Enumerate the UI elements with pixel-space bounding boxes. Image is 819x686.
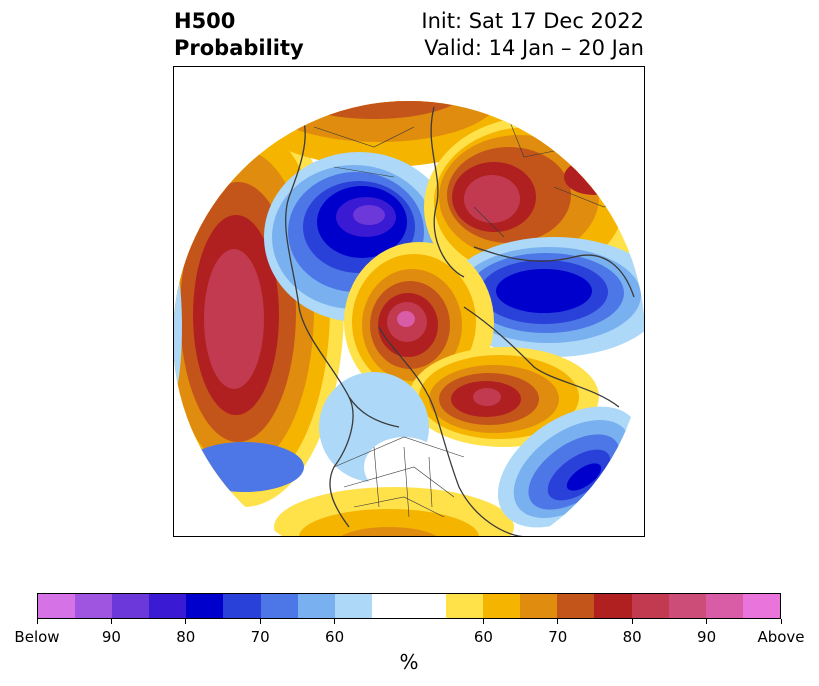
- anomaly-northamerica-below: [319, 372, 444, 497]
- colorbar-swatch-above-0: [446, 594, 484, 618]
- colorbar-swatch-above-8: [742, 594, 780, 618]
- colorbar-tick-mark: [706, 619, 708, 624]
- colorbar: [37, 593, 781, 619]
- colorbar-tick-mark: [334, 619, 336, 624]
- colorbar-tick-label: Below: [14, 628, 60, 646]
- colorbar-tick-label: 90: [101, 628, 121, 646]
- colorbar-tick-mark: [557, 619, 559, 624]
- anomaly-southwest-below: [184, 442, 304, 492]
- init-date: Init: Sat 17 Dec 2022: [421, 9, 644, 33]
- anomaly-eastasia-below: [444, 237, 644, 357]
- colorbar-swatch-above-3: [557, 594, 595, 618]
- colorbar-swatch-above-4: [594, 594, 632, 618]
- colorbar-tick-mark: [36, 619, 38, 624]
- valid-range: Valid: 14 Jan – 20 Jan: [424, 36, 644, 60]
- colorbar-tick-label: 80: [176, 628, 196, 646]
- colorbar-tick-mark: [482, 619, 484, 624]
- colorbar-swatch-above-6: [668, 594, 706, 618]
- colorbar-swatch-below-4: [186, 594, 224, 618]
- colorbar-swatch-neutral: [371, 594, 447, 618]
- colorbar-tick-mark: [631, 619, 633, 624]
- borders: [313, 106, 635, 518]
- anomaly-polar-above: [344, 242, 494, 402]
- colorbar-swatch-below-3: [149, 594, 187, 618]
- colorbar-swatch-below-1: [75, 594, 113, 618]
- map-panel: [173, 66, 645, 537]
- colorbar-swatch-below-0: [38, 594, 76, 618]
- coastlines: [285, 101, 635, 536]
- colorbar-swatch-above-2: [520, 594, 558, 618]
- colorbar-tick-label: 60: [473, 628, 493, 646]
- colorbar-tick-label: 90: [697, 628, 717, 646]
- colorbar-tick-mark: [259, 619, 261, 624]
- colorbar-swatch-below-5: [223, 594, 261, 618]
- polar-map: [174, 101, 644, 536]
- colorbar-tick-label: 80: [622, 628, 642, 646]
- colorbar-swatch-above-5: [631, 594, 669, 618]
- colorbar-tick-mark: [780, 619, 782, 624]
- colorbar-tick-label: 70: [250, 628, 270, 646]
- colorbar-tick-label: 60: [325, 628, 345, 646]
- colorbar-tick-mark: [110, 619, 112, 624]
- colorbar-swatch-below-6: [260, 594, 298, 618]
- title-right: Init: Sat 17 Dec 2022 Valid: 14 Jan – 20…: [421, 8, 644, 62]
- colorbar-swatch-above-7: [705, 594, 743, 618]
- title-kind: Probability: [174, 36, 304, 60]
- colorbar-unit: %: [399, 650, 419, 674]
- colorbar-swatch-below-8: [334, 594, 372, 618]
- colorbar-tick-mark: [185, 619, 187, 624]
- colorbar-tick-label: 70: [548, 628, 568, 646]
- colorbar-swatch-above-1: [483, 594, 521, 618]
- colorbar-swatch-below-7: [297, 594, 335, 618]
- title-variable: H500: [174, 9, 236, 33]
- anomaly-mexico-above: [274, 487, 514, 536]
- title-left: H500 Probability: [174, 8, 304, 62]
- colorbar-tick-label: Above: [757, 628, 805, 646]
- colorbar-swatch-below-2: [112, 594, 150, 618]
